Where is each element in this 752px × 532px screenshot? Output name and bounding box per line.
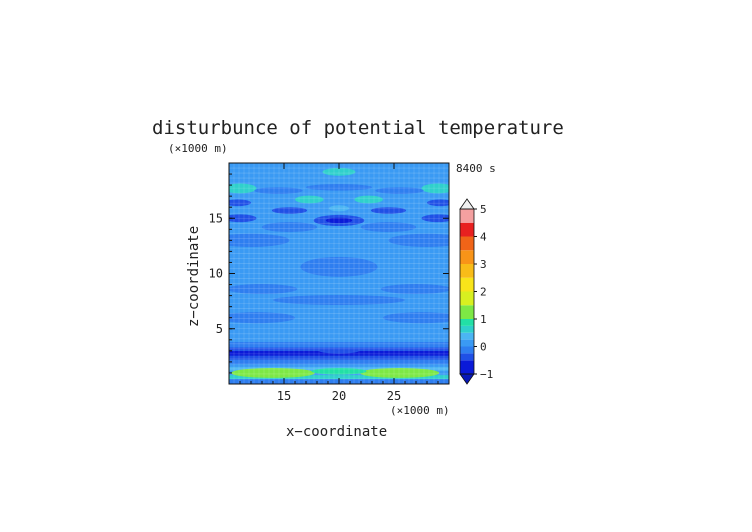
contour-region (231, 367, 315, 378)
contour-region (229, 233, 290, 247)
contour-region (380, 283, 449, 294)
contour-region (229, 312, 295, 324)
grid (229, 163, 449, 384)
contour-region (375, 187, 424, 194)
colorbar-tick-label: 2 (480, 286, 487, 299)
colorbar-segment (460, 339, 474, 347)
contour-region (254, 187, 303, 194)
contour-region (295, 195, 324, 204)
colorbar-under-arrow (459, 373, 475, 385)
contour-band (229, 359, 449, 365)
colorbar-segment (460, 346, 474, 354)
colorbar-tick-label: −1 (480, 368, 493, 381)
contour-region (421, 214, 449, 223)
x-tick-label: 25 (387, 389, 401, 403)
contour-region (319, 348, 359, 354)
colorbar-tick-label: 3 (480, 258, 487, 271)
contour-region (273, 295, 405, 305)
colorbar-over-arrow (459, 198, 475, 210)
y-axis: 5 10 15 (209, 173, 449, 374)
colorbar-tick-label: 1 (480, 313, 487, 326)
x-axis: 15 20 25 (239, 163, 439, 403)
contour-region (325, 217, 353, 224)
colorbar-segment (460, 353, 474, 361)
contour-region (271, 207, 308, 214)
contour-region (388, 233, 449, 247)
colorbar-segment (460, 236, 474, 251)
y-axis-label: z−coordinate (186, 226, 202, 327)
colorbar-segment (460, 291, 474, 306)
contour-field (229, 167, 449, 384)
contour-region (229, 283, 298, 294)
contour-region (300, 256, 378, 277)
contour-band (229, 355, 449, 360)
y-tick-label: 15 (209, 211, 223, 225)
y-axis-unit: (×1000 m) (168, 142, 228, 155)
contour-region (322, 167, 356, 176)
contour-region (383, 312, 449, 324)
colorbar-segment (460, 319, 474, 326)
colorbar-segment (460, 325, 474, 333)
x-tick-label: 15 (277, 389, 291, 403)
x-tick-label: 20 (332, 389, 346, 403)
colorbar-segment (460, 360, 474, 374)
colorbar: −1 0 1 2 3 4 5 (459, 198, 493, 385)
contour-region (229, 214, 257, 223)
contour-band (229, 342, 449, 348)
contour-region (306, 183, 372, 191)
x-axis-label: x−coordinate (286, 424, 387, 440)
contour-region (229, 183, 257, 194)
contour-region (427, 199, 449, 207)
colorbar-tick-label: 4 (480, 231, 487, 244)
contour-region (262, 222, 317, 233)
colorbar-segment (460, 277, 474, 292)
contour-region (421, 183, 449, 194)
y-tick-label: 5 (216, 322, 223, 336)
contour-region (229, 199, 251, 207)
chart-title: disturbunce of potential temperature (152, 117, 564, 139)
contour-region (329, 205, 349, 212)
colorbar-segment (460, 250, 474, 264)
colorbar-segment (460, 222, 474, 237)
contour-region (370, 207, 407, 214)
colorbar-tick-label: 5 (480, 203, 487, 216)
colorbar-segment (460, 305, 474, 319)
contour-region (311, 367, 367, 375)
contour-region (359, 367, 440, 378)
colorbar-segment (460, 264, 474, 278)
contour-band (229, 375, 449, 380)
plot-area: 15 20 25 5 10 15 (209, 162, 450, 403)
contour-region (354, 195, 384, 204)
time-label: 8400 s (456, 162, 496, 175)
contour-region (361, 222, 416, 233)
colorbar-tick-label: 0 (480, 341, 487, 354)
y-tick-label: 10 (209, 267, 223, 281)
x-axis-unit: (×1000 m) (390, 404, 450, 417)
colorbar-segment (460, 332, 474, 340)
colorbar-segment (460, 209, 474, 223)
